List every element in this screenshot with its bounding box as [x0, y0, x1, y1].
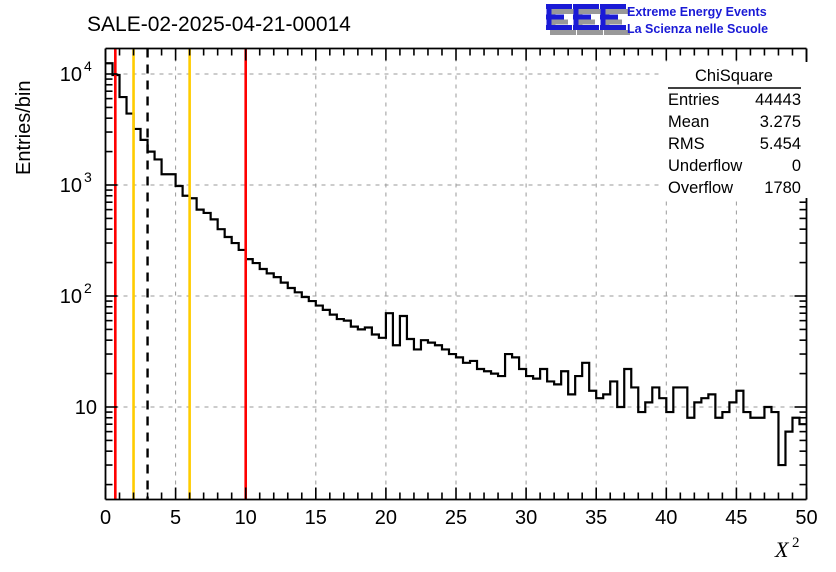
y-tick-mantissa: 10: [60, 64, 82, 86]
histogram-outline: [105, 62, 807, 467]
x-tick-label: 45: [725, 507, 747, 529]
logo-letter-e: [600, 4, 626, 30]
stats-row: RMS 5.454: [668, 135, 801, 153]
x-tick-label: 5: [170, 507, 181, 529]
logo-letter-e: [604, 9, 630, 35]
stats-row-value: 0: [792, 157, 801, 175]
logo-letter-e: [577, 9, 603, 35]
x-axis-tick-labels: 0 5 10 15 20 25 30 35 40 45 50: [100, 507, 818, 529]
stats-row-value: 5.454: [760, 135, 801, 153]
y-tick-exponent: 3: [84, 169, 92, 185]
y-tick-mantissa: 10: [60, 286, 82, 308]
y-tick-label: 10: [75, 397, 97, 419]
stats-row: Mean 3.275: [668, 113, 801, 131]
stats-row: Underflow 0: [668, 157, 801, 175]
stats-row-label: Entries: [668, 91, 719, 109]
logo-letter-e: [573, 4, 599, 30]
stats-row: Entries 44443: [668, 91, 801, 109]
x-tick-label: 50: [795, 507, 817, 529]
x-tick-label: 15: [305, 507, 327, 529]
x-axis-title-base: X: [774, 537, 790, 562]
stats-row-value: 44443: [755, 91, 801, 109]
logo-letter-e: [546, 4, 572, 30]
stats-row-value: 1780: [764, 179, 801, 197]
y-tick-exponent: 4: [84, 58, 92, 74]
y-tick-mantissa: 10: [75, 397, 97, 419]
stats-row-label: Mean: [668, 113, 709, 131]
x-tick-label: 10: [235, 507, 257, 529]
y-tick-exponent: 2: [84, 280, 92, 296]
stats-row-label: Underflow: [668, 157, 742, 175]
eee-logo-mark: [546, 4, 630, 35]
stats-box-title: ChiSquare: [695, 67, 773, 85]
eee-logo: Extreme Energy Events La Scienza nelle S…: [546, 4, 768, 36]
stats-row-label: Overflow: [668, 179, 733, 197]
x-tick-label: 20: [375, 507, 397, 529]
y-tick-label: 10 4: [60, 58, 92, 86]
logo-letter-e: [550, 9, 576, 35]
stats-row-value: 3.275: [760, 113, 801, 131]
x-tick-label: 25: [445, 507, 467, 529]
cut-marker-lines: [114, 48, 247, 500]
x-tick-label: 40: [655, 507, 677, 529]
stats-row: Overflow 1780: [668, 179, 801, 197]
stats-box-background: [660, 62, 808, 198]
x-axis-title: X 2: [774, 535, 800, 562]
logo-line-2: La Scienza nelle Scuole: [627, 22, 768, 36]
x-tick-label: 30: [515, 507, 537, 529]
x-axis-title-exponent: 2: [792, 535, 800, 551]
y-tick-mantissa: 10: [60, 175, 82, 197]
x-tick-label: 35: [585, 507, 607, 529]
stats-row-list: Entries 44443 Mean 3.275 RMS 5.454 Underflow 0 O…: [668, 91, 801, 197]
y-tick-label: 10 2: [60, 280, 92, 308]
stats-row-label: RMS: [668, 135, 705, 153]
logo-line-1: Extreme Energy Events: [627, 5, 767, 19]
y-axis-title: Entries/bin: [13, 81, 35, 176]
x-tick-label: 0: [100, 507, 111, 529]
statistics-box: ChiSquare Entries 44443 Mean 3.275 RMS 5.454 U…: [660, 62, 808, 198]
y-tick-label: 10 3: [60, 169, 92, 197]
page-title: SALE-02-2025-04-21-00014: [87, 13, 351, 36]
